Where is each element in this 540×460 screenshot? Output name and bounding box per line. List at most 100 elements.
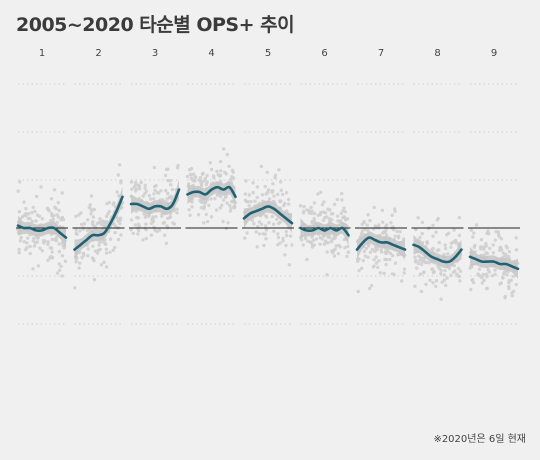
- scatter-point: [481, 272, 485, 277]
- scatter-point: [255, 245, 259, 249]
- scatter-point: [343, 210, 348, 214]
- scatter-point: [144, 236, 148, 241]
- scatter-point: [152, 197, 156, 201]
- scatter-point: [478, 274, 482, 278]
- scatter-point: [357, 268, 361, 273]
- scatter-point: [457, 216, 461, 220]
- scatter-point: [39, 185, 43, 189]
- scatter-point: [288, 234, 293, 238]
- scatter-point: [472, 245, 476, 249]
- scatter-point: [143, 183, 147, 187]
- scatter-point: [116, 237, 121, 242]
- scatter-point: [205, 219, 210, 224]
- scatter-point: [57, 208, 61, 213]
- scatter-point: [360, 222, 364, 226]
- scatter-point: [60, 254, 65, 258]
- scatter-point: [221, 198, 226, 202]
- scatter-point: [342, 237, 347, 242]
- scatter-point: [334, 244, 338, 248]
- scatter-point: [61, 218, 66, 222]
- scatter-point: [287, 202, 291, 206]
- scatter-point: [231, 170, 235, 174]
- scatter-point: [188, 213, 192, 217]
- scatter-point: [469, 228, 473, 232]
- scatter-point: [79, 211, 83, 215]
- scatter-point: [260, 193, 265, 197]
- scatter-point: [267, 221, 271, 225]
- scatter-point: [30, 219, 34, 224]
- scatter-point: [28, 244, 32, 249]
- scatter-point: [251, 191, 255, 195]
- scatter-point: [286, 197, 291, 202]
- scatter-point: [104, 265, 109, 269]
- scatter-point: [320, 202, 325, 207]
- scatter-point: [437, 240, 441, 245]
- trend-line-1: [16, 224, 68, 239]
- scatter-point: [264, 228, 269, 232]
- scatter-point: [129, 218, 134, 222]
- scatter-point: [435, 248, 439, 253]
- scatter-point: [442, 278, 447, 282]
- facet-label-5: 5: [265, 48, 271, 59]
- scatter-point: [131, 231, 135, 236]
- scatter-point: [456, 266, 461, 271]
- scatter-point: [264, 237, 268, 241]
- scatter-point: [446, 231, 451, 235]
- scatter-point: [300, 238, 304, 242]
- scatter-point: [368, 218, 372, 223]
- scatter-point: [74, 260, 78, 264]
- scatter-point: [384, 262, 388, 267]
- scatter-point: [340, 198, 344, 202]
- scatter-point: [89, 194, 94, 198]
- scatter-point: [19, 235, 23, 240]
- scatter-point: [28, 251, 32, 256]
- scatter-point: [217, 173, 222, 178]
- scatter-point: [434, 230, 438, 234]
- scatter-point: [190, 200, 194, 204]
- scatter-point: [56, 200, 60, 205]
- scatter-point: [63, 259, 68, 263]
- scatter-point: [98, 240, 102, 244]
- scatter-point: [50, 250, 54, 254]
- scatter-point: [134, 187, 139, 191]
- scatter-point: [97, 243, 101, 247]
- scatter-point: [24, 206, 28, 211]
- scatter-point: [50, 237, 54, 242]
- scatter-point: [431, 267, 435, 271]
- scatter-point: [283, 253, 287, 257]
- scatter-point: [221, 219, 225, 224]
- scatter-point: [165, 197, 169, 201]
- scatter-point: [398, 230, 402, 234]
- scatter-point: [264, 215, 269, 219]
- scatter-point: [442, 273, 446, 277]
- scatter-point: [390, 213, 394, 217]
- scatter-point: [388, 257, 392, 262]
- scatter-point: [102, 260, 106, 264]
- scatter-point: [298, 204, 303, 208]
- scatter-point: [243, 192, 248, 196]
- trend-line-6: [299, 226, 350, 237]
- scatter-point: [38, 246, 42, 250]
- scatter-point: [479, 247, 483, 251]
- scatter-point: [152, 192, 156, 196]
- scatter-point: [335, 197, 339, 202]
- scatter-point: [225, 201, 229, 205]
- scatter-point: [228, 203, 232, 208]
- scatter-point: [486, 268, 490, 272]
- scatter-point: [377, 223, 381, 227]
- scatter-point: [74, 228, 78, 232]
- scatter-point: [378, 271, 382, 275]
- scatter-point: [449, 273, 453, 278]
- scatter-point: [144, 222, 148, 226]
- scatter-point: [205, 180, 209, 184]
- scatter-point: [451, 270, 455, 274]
- scatter-point: [103, 241, 107, 246]
- scatter-point: [507, 250, 512, 254]
- scatter-point: [458, 269, 463, 273]
- trend-line-9: [468, 255, 520, 271]
- scatter-point: [74, 214, 78, 218]
- scatter-point: [505, 273, 509, 277]
- scatter-point: [189, 176, 194, 180]
- scatter-point: [360, 266, 364, 270]
- scatter-point: [199, 206, 203, 210]
